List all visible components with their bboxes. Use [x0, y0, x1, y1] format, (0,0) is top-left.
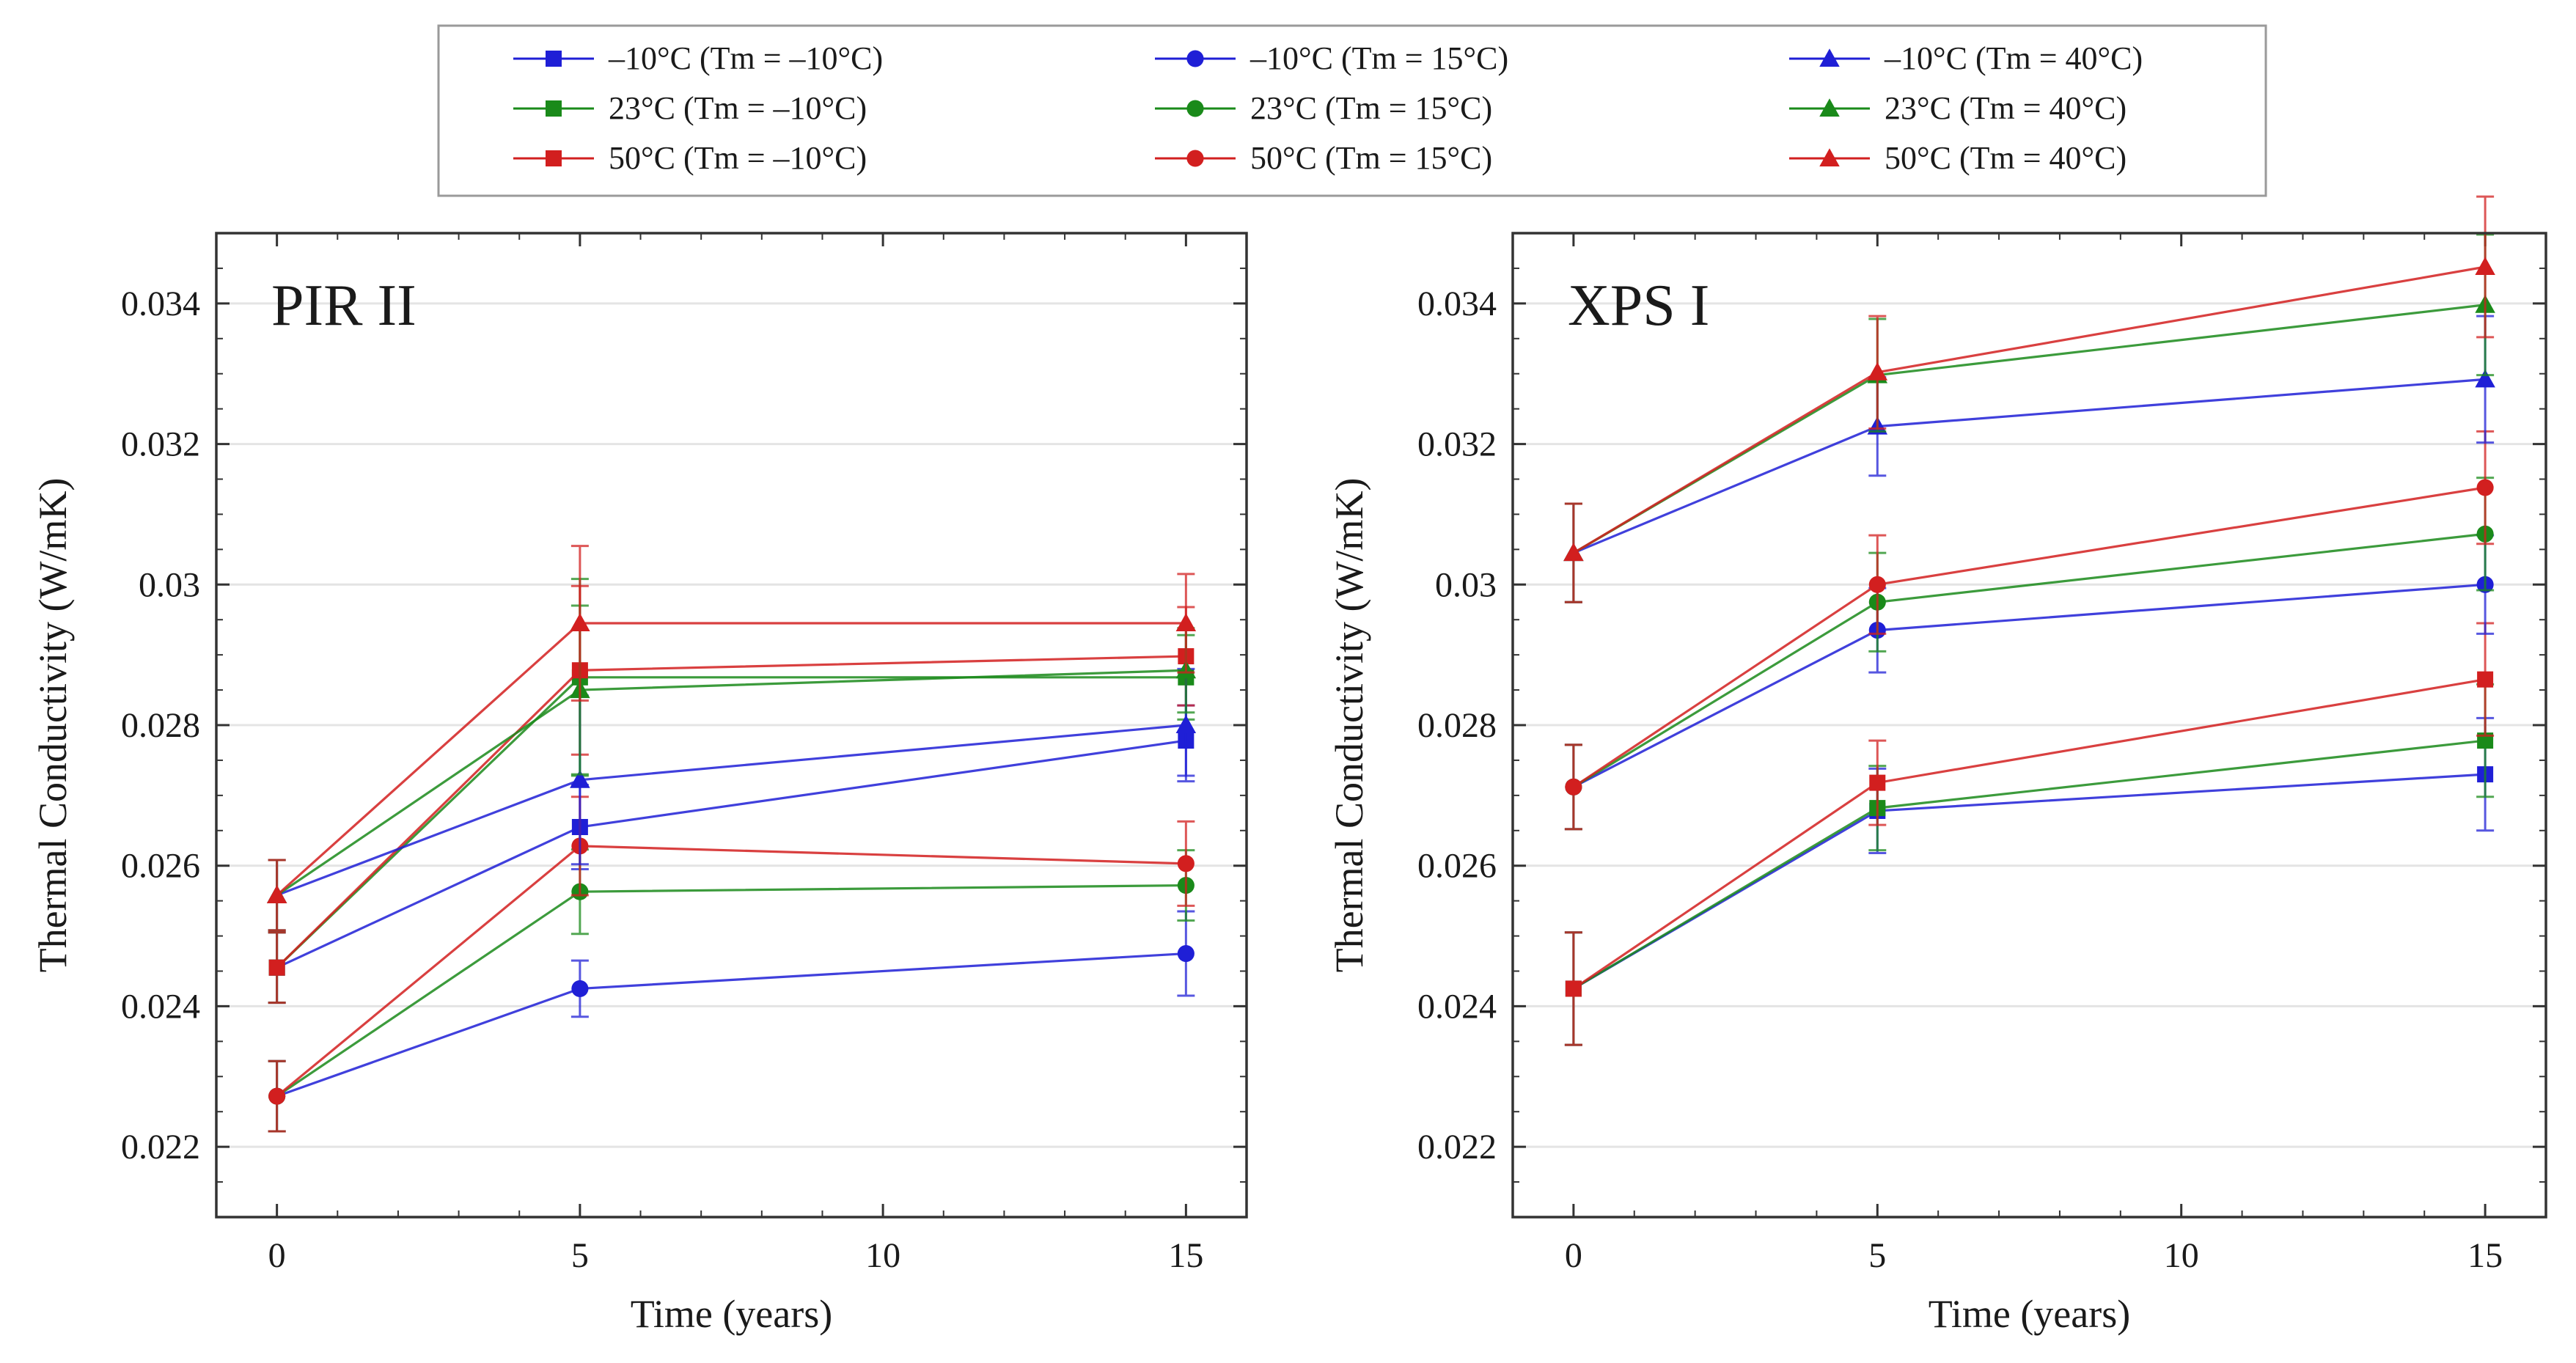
series [266, 545, 1197, 932]
legend-label: 50°C (Tm = 40°C) [1885, 140, 2127, 176]
data-point-triangle [570, 613, 590, 632]
y-tick-label: 0.024 [1417, 987, 1497, 1026]
legend-entry: –10°C (Tm = 15°C) [1155, 40, 1508, 76]
legend-entry: 23°C (Tm = 40°C) [1789, 90, 2127, 126]
y-tick-label: 0.026 [121, 847, 200, 886]
x-tick-label: 5 [1868, 1236, 1886, 1275]
data-point-circle [571, 980, 589, 998]
data-point-triangle [1175, 613, 1197, 632]
y-tick-label: 0.034 [121, 284, 200, 323]
legend-box [437, 24, 2267, 197]
x-axis-label: Time (years) [1929, 1292, 2130, 1336]
plot-frame [1511, 232, 2547, 1219]
legend-marker-triangle [1819, 48, 1840, 67]
data-point-circle [1565, 778, 1582, 796]
legend-entry: 50°C (Tm = –10°C) [513, 140, 867, 176]
x-tick-label: 5 [571, 1236, 589, 1275]
legend-label: 50°C (Tm = 15°C) [1250, 140, 1492, 176]
data-point-triangle [570, 770, 590, 788]
data-point-triangle [266, 885, 287, 903]
data-point-square [268, 959, 285, 976]
x-tick-label: 15 [2467, 1236, 2503, 1275]
series [1564, 430, 2495, 831]
legend-marker-square [546, 51, 562, 67]
data-point-triangle [2475, 257, 2495, 276]
data-point-triangle [1867, 362, 1888, 381]
series [1563, 195, 2495, 603]
y-tick-label: 0.024 [121, 987, 200, 1026]
legend-label: 23°C (Tm = –10°C) [609, 90, 867, 126]
data-point-square [2477, 671, 2494, 688]
y-tick-label: 0.028 [121, 706, 200, 745]
legend-label: –10°C (Tm = 40°C) [1884, 40, 2143, 76]
series [1564, 622, 2495, 1046]
chart-xps-i: 0.022 0.024 0.026 0.028 0.03 0.032 0.034 0 5 10 15… [1327, 195, 2547, 1336]
y-axis-label: Thermal Conductivity (W/mK) [1327, 478, 1371, 973]
legend-label: –10°C (Tm = –10°C) [608, 40, 883, 76]
data-point-triangle [1175, 715, 1197, 733]
data-point-circle [1868, 576, 1886, 593]
y-tick-label: 0.032 [1417, 425, 1497, 464]
chart-pir-ii: 0.022 0.024 0.026 0.028 0.03 0.032 0.034 0 5 10 15… [31, 232, 1248, 1336]
data-point-square [1869, 774, 1886, 791]
legend-marker-circle [1186, 150, 1204, 167]
legend-entry: –10°C (Tm = 40°C) [1789, 40, 2143, 76]
data-point-circle [1177, 855, 1195, 872]
legend-entry: –10°C (Tm = –10°C) [513, 40, 883, 76]
panel-title: PIR II [271, 273, 417, 338]
x-tick-label: 10 [865, 1236, 900, 1275]
legend-label: –10°C (Tm = 15°C) [1250, 40, 1508, 76]
y-tick-label: 0.034 [1417, 284, 1497, 323]
x-tick-label: 0 [268, 1236, 286, 1275]
y-tick-label: 0.022 [1417, 1128, 1497, 1167]
legend-label: 50°C (Tm = –10°C) [609, 140, 867, 176]
data-point-circle [2476, 479, 2494, 496]
legend-label: 23°C (Tm = 15°C) [1250, 90, 1492, 126]
y-tick-label: 0.03 [1435, 565, 1497, 604]
data-point-triangle [2475, 369, 2495, 388]
data-point-square [1565, 980, 1582, 997]
legend-marker-circle [1186, 100, 1204, 117]
y-tick-label: 0.022 [121, 1128, 200, 1167]
legend-label: 23°C (Tm = 40°C) [1885, 90, 2127, 126]
data-point-triangle [1563, 543, 1584, 562]
legend-marker-triangle [1819, 148, 1840, 166]
legend-entry: 23°C (Tm = –10°C) [513, 90, 867, 126]
x-tick-label: 0 [1565, 1236, 1582, 1275]
x-axis-label: Time (years) [631, 1292, 832, 1336]
y-tick-label: 0.026 [1417, 847, 1497, 886]
legend-entry: 50°C (Tm = 40°C) [1789, 140, 2127, 176]
y-axis-label: Thermal Conductivity (W/mK) [31, 478, 75, 973]
plot-frame [215, 232, 1248, 1219]
legend-marker-square [546, 150, 562, 166]
legend: –10°C (Tm = –10°C) –10°C (Tm = 15°C) –10°C… [437, 24, 2267, 197]
data-point-circle [268, 1087, 286, 1105]
legend-entry: 50°C (Tm = 15°C) [1155, 140, 1492, 176]
y-tick-label: 0.03 [139, 565, 200, 604]
legend-marker-square [546, 100, 562, 117]
panel-title: XPS I [1568, 273, 1709, 338]
data-point-circle [1177, 944, 1195, 963]
y-tick-label: 0.028 [1417, 706, 1497, 745]
y-tick-label: 0.032 [121, 425, 200, 464]
legend-marker-triangle [1819, 98, 1840, 117]
legend-marker-circle [1186, 50, 1204, 67]
x-tick-label: 15 [1168, 1236, 1203, 1275]
legend-entry: 23°C (Tm = 15°C) [1155, 90, 1492, 126]
x-tick-label: 10 [2164, 1236, 2199, 1275]
